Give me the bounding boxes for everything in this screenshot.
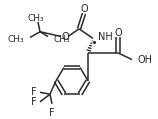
Text: NH: NH bbox=[98, 32, 113, 42]
Text: O: O bbox=[80, 4, 88, 14]
Text: F: F bbox=[31, 87, 37, 97]
Text: CH₃: CH₃ bbox=[54, 35, 71, 44]
Text: O: O bbox=[114, 28, 122, 38]
Text: CH₃: CH₃ bbox=[7, 35, 24, 44]
Text: F: F bbox=[49, 108, 55, 118]
Text: OH: OH bbox=[138, 55, 153, 65]
Text: O: O bbox=[61, 32, 69, 42]
Text: F: F bbox=[31, 97, 37, 107]
Text: CH₃: CH₃ bbox=[28, 14, 44, 23]
